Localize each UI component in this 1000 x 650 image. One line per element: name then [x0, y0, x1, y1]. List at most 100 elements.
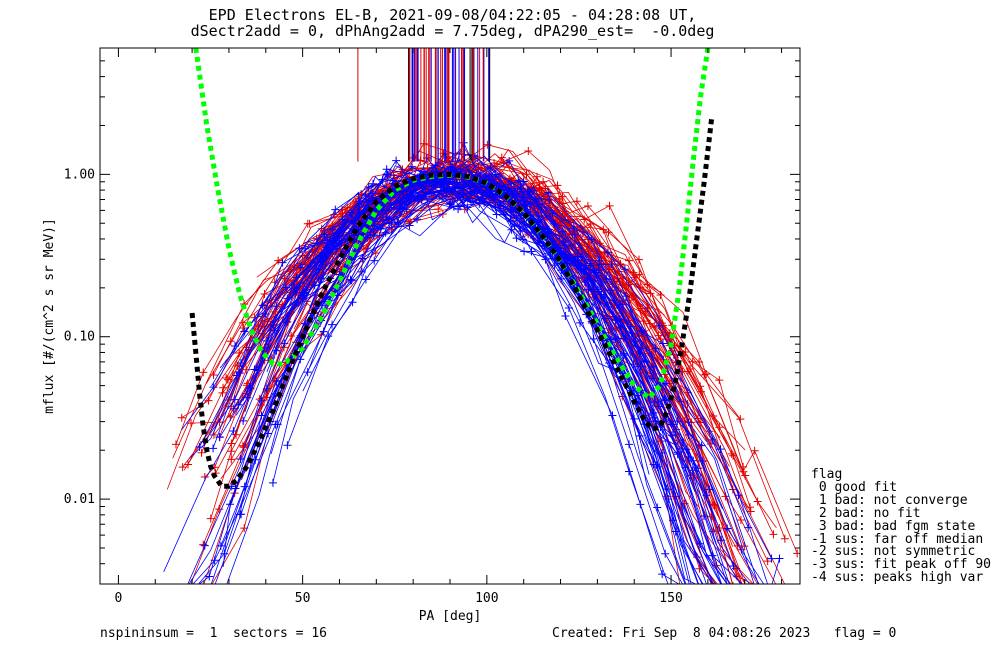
data-point-red [740, 542, 749, 551]
data-point-red [227, 447, 236, 456]
data-point-red [769, 530, 778, 539]
data-point-blue [637, 326, 646, 335]
data-point-red [737, 593, 745, 601]
data-point-blue [544, 188, 553, 197]
data-point-red [750, 446, 759, 455]
data-point-blue [654, 402, 663, 411]
data-point-blue [653, 503, 662, 512]
data-point-blue [631, 337, 640, 346]
data-point-blue [413, 194, 422, 203]
data-point-blue [792, 593, 800, 601]
data-point-blue [514, 176, 523, 185]
data-point-blue [200, 541, 209, 550]
data-point-blue [620, 265, 629, 274]
data-line-blue [240, 180, 723, 510]
data-point-red [222, 373, 231, 382]
data-point-red [702, 369, 711, 378]
data-point-blue [419, 184, 428, 193]
data-point-red [599, 225, 608, 234]
data-point-blue [684, 452, 693, 461]
data-point-blue [767, 554, 776, 563]
flag-legend: flag 0 good fit 1 bad: not converge 2 ba… [811, 468, 991, 585]
data-point-red [746, 507, 755, 516]
data-point-blue [576, 318, 585, 327]
data-point-blue [319, 327, 328, 336]
data-point-blue [505, 156, 514, 165]
data-point-red [724, 593, 732, 601]
data-point-blue [205, 572, 214, 581]
data-point-red [643, 280, 652, 289]
data-point-blue [658, 570, 667, 579]
data-point-red [434, 205, 443, 214]
data-point-blue [662, 379, 671, 388]
data-point-red [697, 387, 706, 396]
data-point-red [639, 317, 648, 326]
data-point-blue [664, 494, 673, 503]
data-point-blue [496, 182, 505, 191]
data-point-red [239, 324, 248, 333]
data-point-blue [557, 274, 566, 283]
data-point-blue [355, 197, 364, 206]
data-line-blue [226, 193, 683, 584]
data-point-blue [257, 396, 266, 405]
y-tick-label: 0.01 [64, 492, 95, 507]
data-point-blue [491, 170, 500, 179]
data-point-blue [573, 252, 582, 261]
data-point-blue [777, 593, 785, 601]
data-point-blue [280, 339, 289, 348]
data-point-blue [636, 500, 645, 509]
data-point-red [750, 593, 758, 601]
data-point-blue [328, 225, 337, 234]
data-point-blue [328, 320, 337, 329]
data-point-blue [740, 593, 748, 601]
data-point-blue [301, 244, 310, 253]
data-point-red [654, 331, 663, 340]
data-point-red [260, 289, 269, 298]
data-point-blue [752, 593, 760, 601]
data-point-blue [602, 275, 611, 284]
data-point-blue [324, 332, 333, 341]
data-point-red [715, 376, 724, 385]
data-point-red [695, 357, 704, 366]
data-point-blue [775, 554, 784, 563]
data-point-red [604, 228, 613, 237]
legend-item: -1 sus: far off median [811, 531, 984, 547]
data-point-red [715, 593, 723, 601]
data-point-red [287, 332, 296, 341]
x-tick-label: 50 [295, 591, 311, 606]
data-point-blue [603, 248, 612, 257]
data-point-red [748, 593, 756, 601]
data-point-blue [482, 172, 491, 181]
data-point-blue [759, 593, 767, 601]
legend-item: 0 good fit [811, 479, 898, 495]
data-point-blue [766, 587, 774, 595]
data-point-blue [686, 593, 694, 601]
data-point-blue [705, 593, 713, 601]
data-point-red [337, 206, 346, 215]
data-point-red [739, 467, 748, 476]
data-line-blue [212, 188, 694, 449]
data-point-blue [545, 195, 554, 204]
data-point-blue [347, 255, 356, 264]
y-tick-label: 1.00 [64, 167, 95, 182]
data-point-blue [295, 244, 304, 253]
data-point-red [695, 564, 704, 573]
data-point-red [178, 463, 187, 472]
data-line-blue [272, 159, 697, 584]
data-point-blue [230, 395, 239, 404]
data-point-blue [732, 593, 740, 601]
data-point-blue [370, 256, 379, 265]
data-point-blue [519, 177, 528, 186]
data-point-blue [492, 210, 501, 219]
data-point-blue [300, 289, 309, 298]
data-point-red [572, 197, 581, 206]
data-point-blue [661, 549, 670, 558]
data-point-blue [392, 156, 401, 165]
data-point-blue [507, 225, 516, 234]
data-point-blue [381, 228, 390, 237]
data-point-red [744, 593, 752, 601]
data-point-red [729, 451, 738, 460]
data-point-blue [700, 512, 709, 521]
data-point-blue [231, 484, 240, 493]
